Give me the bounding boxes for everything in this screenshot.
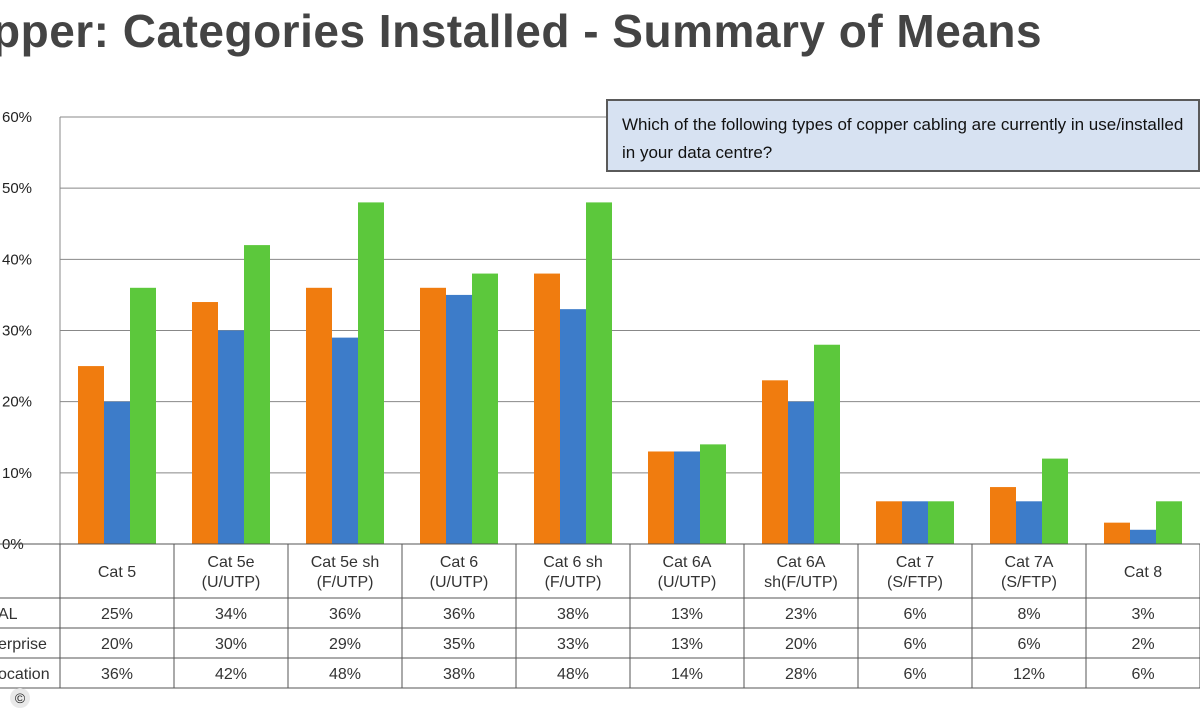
bar xyxy=(244,245,270,544)
bar xyxy=(648,451,674,544)
bar xyxy=(928,501,954,544)
bar xyxy=(902,501,928,544)
y-tick-label: 40% xyxy=(2,251,32,268)
data-label: 48% xyxy=(557,666,589,683)
bar xyxy=(104,401,130,544)
category-label: Cat 6A xyxy=(663,554,712,571)
data-label: 28% xyxy=(785,666,817,683)
data-label: 6% xyxy=(903,636,926,653)
category-label: Cat 6 xyxy=(440,554,478,571)
data-label: 2% xyxy=(1131,636,1154,653)
bar xyxy=(446,294,472,544)
bar xyxy=(990,487,1016,544)
bar xyxy=(1104,522,1130,544)
data-label: 23% xyxy=(785,606,817,623)
series-label: erprise xyxy=(0,636,47,653)
data-label: 42% xyxy=(215,666,247,683)
data-label: 34% xyxy=(215,606,247,623)
data-label: 36% xyxy=(329,606,361,623)
data-label: 12% xyxy=(1013,666,1045,683)
y-tick-label: 60% xyxy=(2,109,32,126)
bar xyxy=(78,366,104,544)
data-label: 30% xyxy=(215,636,247,653)
data-label: 36% xyxy=(101,666,133,683)
data-label: 20% xyxy=(785,636,817,653)
bar xyxy=(814,344,840,544)
data-label: 3% xyxy=(1131,606,1154,623)
bar xyxy=(1130,529,1156,544)
data-label: 6% xyxy=(1131,666,1154,683)
category-label: (F/UTP) xyxy=(545,574,602,591)
series-label: AL xyxy=(0,606,18,623)
bar xyxy=(762,380,788,544)
data-label: 14% xyxy=(671,666,703,683)
category-label: (U/UTP) xyxy=(658,574,717,591)
data-label: 38% xyxy=(557,606,589,623)
category-label: Cat 6 sh xyxy=(543,554,603,571)
bar xyxy=(876,501,902,544)
data-label: 8% xyxy=(1017,606,1040,623)
bar xyxy=(560,309,586,544)
category-label: (F/UTP) xyxy=(317,574,374,591)
data-label: 29% xyxy=(329,636,361,653)
category-label: Cat 5e xyxy=(207,554,254,571)
y-tick-label: 20% xyxy=(2,394,32,411)
bar xyxy=(586,202,612,544)
bar xyxy=(674,451,700,544)
category-label: Cat 7A xyxy=(1005,554,1054,571)
data-label: 6% xyxy=(1017,636,1040,653)
data-label: 6% xyxy=(903,606,926,623)
category-label: Cat 5 xyxy=(98,564,136,581)
category-label: Cat 6A xyxy=(777,554,826,571)
bar xyxy=(218,330,244,544)
data-label: 36% xyxy=(443,606,475,623)
bar xyxy=(130,287,156,544)
y-tick-label: 30% xyxy=(2,323,32,340)
category-label: (U/UTP) xyxy=(202,574,261,591)
bar xyxy=(1042,458,1068,544)
chart-title: pper: Categories Installed - Summary of … xyxy=(0,5,1043,57)
bar xyxy=(1156,501,1182,544)
category-label: (U/UTP) xyxy=(430,574,489,591)
bar xyxy=(420,287,446,544)
bar xyxy=(306,287,332,544)
data-label: 48% xyxy=(329,666,361,683)
category-label: Cat 5e sh xyxy=(311,554,379,571)
data-label: 13% xyxy=(671,636,703,653)
category-label: (S/FTP) xyxy=(1001,574,1057,591)
question-box: Which of the following types of copper c… xyxy=(606,99,1200,172)
category-label: Cat 7 xyxy=(896,554,934,571)
series-label: ocation xyxy=(0,666,50,683)
data-label: 35% xyxy=(443,636,475,653)
bar xyxy=(358,202,384,544)
bar xyxy=(472,273,498,544)
data-label: 25% xyxy=(101,606,133,623)
category-label: Cat 8 xyxy=(1124,564,1162,581)
bar xyxy=(534,273,560,544)
bar xyxy=(1016,501,1042,544)
data-label: 13% xyxy=(671,606,703,623)
bar xyxy=(332,337,358,544)
bar xyxy=(192,302,218,544)
data-label: 33% xyxy=(557,636,589,653)
y-tick-label: 10% xyxy=(2,465,32,482)
data-label: 6% xyxy=(903,666,926,683)
bar xyxy=(788,401,814,544)
bar xyxy=(700,444,726,544)
category-label: sh(F/UTP) xyxy=(764,574,838,591)
copyright-icon: © xyxy=(10,688,30,708)
y-tick-label: 50% xyxy=(2,180,32,197)
data-label: 20% xyxy=(101,636,133,653)
data-label: 38% xyxy=(443,666,475,683)
category-label: (S/FTP) xyxy=(887,574,943,591)
